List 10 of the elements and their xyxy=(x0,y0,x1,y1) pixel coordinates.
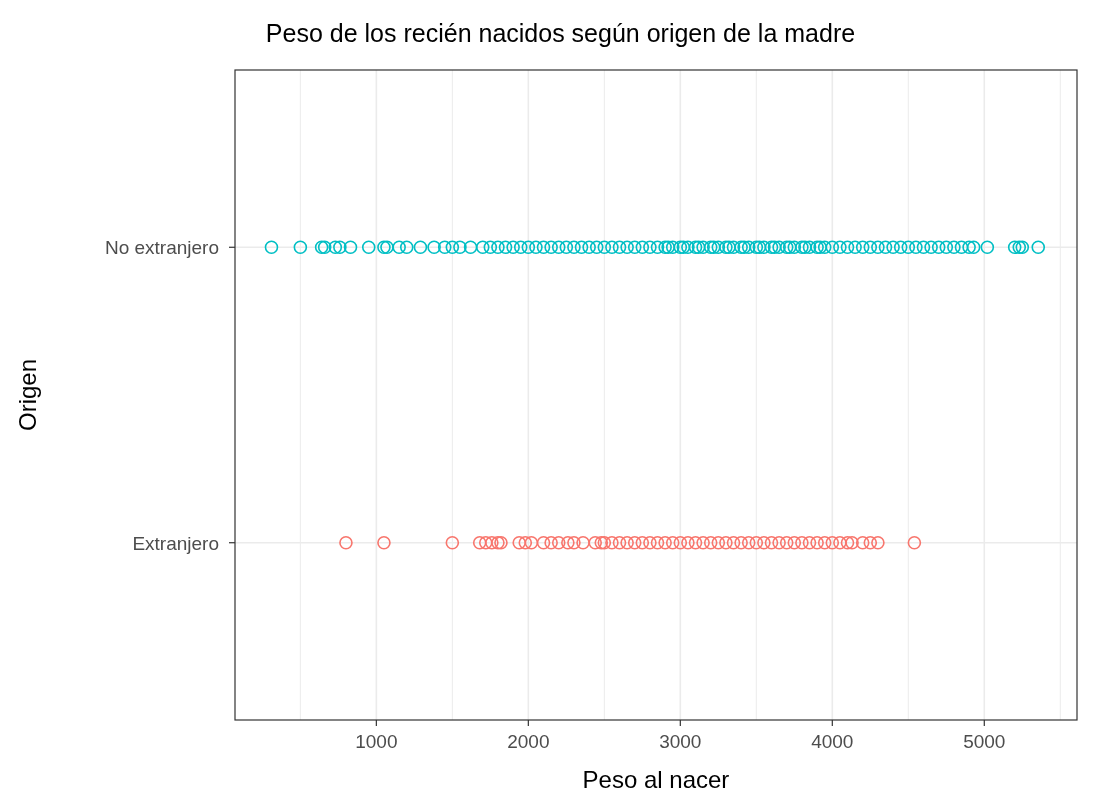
chart-title: Peso de los recién nacidos según origen de la madre xyxy=(265,19,856,47)
x-tick-label: 3000 xyxy=(659,731,702,752)
x-tick-label: 1000 xyxy=(355,731,398,752)
y-tick-label: Extranjero xyxy=(132,532,219,554)
x-tick-label: 2000 xyxy=(507,731,550,752)
x-axis-title: Peso al nacer xyxy=(582,766,730,793)
y-tick-label: No extranjero xyxy=(104,237,219,259)
x-tick-label: 4000 xyxy=(811,731,854,752)
y-axis-title: Origen xyxy=(14,358,41,432)
x-tick-label: 5000 xyxy=(963,731,1006,752)
